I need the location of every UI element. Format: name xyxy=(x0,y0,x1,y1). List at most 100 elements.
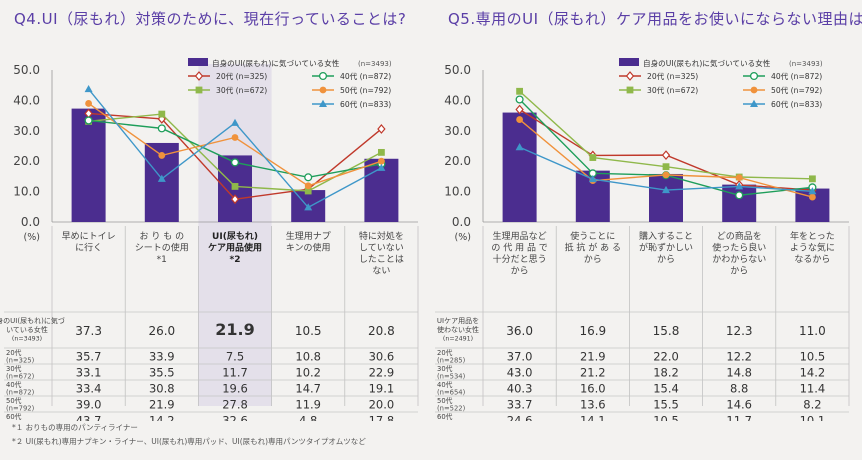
point-s50 xyxy=(662,171,670,179)
point-s40 xyxy=(304,173,313,182)
q4-title: Q4.UI（尿もれ）対策のために、現在行っていることは? xyxy=(14,10,407,28)
q4-chart: 0.0 10.0 20.0 30.0 40.0 50.0 (%) 自身のUI(尿もれ)に気づい… xyxy=(0,58,419,422)
category-label: ような気に xyxy=(790,242,835,254)
q5-title: Q5.専用のUI（尿もれ）ケア用品をお使いにならない理由は? xyxy=(448,10,862,28)
point-s40 xyxy=(230,158,240,167)
row-label-age: 40代 xyxy=(437,380,453,389)
row-label-age: 30代 xyxy=(437,364,453,373)
table-value: 20.0 xyxy=(369,398,395,412)
legend-marker-s40 xyxy=(749,71,759,81)
table-value: 43.7 xyxy=(76,414,102,422)
row-label-bar: いている女性 xyxy=(6,325,48,334)
legend-label-s40: 40代 (n=872) xyxy=(340,71,391,81)
table-value: 35.7 xyxy=(76,350,102,364)
footnote-1: *１ おりもの専用のパンティライナー xyxy=(12,423,138,432)
category-label: *1 xyxy=(157,255,167,265)
point-s60 xyxy=(735,182,744,190)
category-label: なるから xyxy=(794,254,830,265)
category-label: が恥ずかしい xyxy=(639,242,693,254)
y-tick-label: 40.0 xyxy=(13,93,40,107)
category-label: 購入すること xyxy=(639,230,693,242)
category-label: に行く xyxy=(75,242,102,254)
legend-marker-s60 xyxy=(750,99,758,107)
q5-chart: 0.0 10.0 20.0 30.0 40.0 50.0 (%) 自身のUI(尿もれ)に気づい… xyxy=(435,58,850,422)
category-label: UI(尿もれ) xyxy=(212,231,258,242)
legend-bar-label: 自身のUI(尿もれ)に気づいている女性 xyxy=(643,58,771,68)
legend-label-s50: 50代 (n=792) xyxy=(771,85,822,95)
legend-bar-n: (n=3493) xyxy=(358,60,392,68)
y-tick-label: 50.0 xyxy=(444,63,471,77)
y-tick-label: 10.0 xyxy=(444,185,471,199)
row-label-n: (n=534) xyxy=(437,373,466,381)
row-label-n: (n=522) xyxy=(437,405,466,413)
legend-bar-label: 自身のUI(尿もれ)に気づいている女性 xyxy=(212,58,340,68)
table-value: 8.8 xyxy=(730,382,748,396)
legend-marker-s50 xyxy=(319,86,327,94)
table-value: 14.6 xyxy=(726,398,752,412)
point-s50 xyxy=(735,174,743,182)
legend-bar-swatch xyxy=(619,58,639,66)
legend-label-s40: 40代 (n=872) xyxy=(771,71,822,81)
table-value: 10.5 xyxy=(295,324,322,338)
y-tick-label: 0.0 xyxy=(452,215,471,229)
row-label-n: (n=654) xyxy=(437,389,466,397)
point-s20 xyxy=(230,194,240,205)
row-label-age: 20代 xyxy=(6,348,22,357)
table-value: 33.4 xyxy=(76,382,102,396)
legend-marker-s40 xyxy=(318,71,328,81)
category-label: 十分だと思う xyxy=(493,253,547,265)
table-value: 10.2 xyxy=(295,366,321,380)
point-s50 xyxy=(516,116,523,123)
table-value: 37.3 xyxy=(75,324,102,338)
row-label-n: (n=285) xyxy=(437,357,466,365)
category-label: 早めにトイレ xyxy=(62,231,116,242)
legend-marker-s30 xyxy=(195,86,203,94)
table-value: 22.9 xyxy=(369,366,395,380)
row-label-n: (n=872) xyxy=(6,389,35,397)
category-label: 使ったら良い xyxy=(712,242,766,254)
category-label: 抵 抗 が あ る xyxy=(565,242,621,254)
table-value: 24.6 xyxy=(507,414,533,422)
point-s30 xyxy=(304,187,312,195)
table-value: 21.9 xyxy=(580,350,606,364)
category-label: *2 xyxy=(230,255,241,265)
table-value: 21.9 xyxy=(149,398,175,412)
point-s30 xyxy=(662,163,670,171)
table-value: 27.8 xyxy=(222,398,248,412)
table-value: 43.0 xyxy=(507,366,533,380)
table-value: 30.6 xyxy=(369,350,395,364)
table-value: 30.8 xyxy=(149,382,175,396)
category-label: シートの使用 xyxy=(135,242,189,254)
row-label-age: 40代 xyxy=(6,380,22,389)
point-s40 xyxy=(515,95,524,104)
legend-label-s30: 30代 (n=672) xyxy=(216,85,267,95)
table-value: 16.9 xyxy=(579,324,606,338)
table-value: 11.0 xyxy=(799,324,826,338)
row-label-bar: UIケア用品を xyxy=(437,317,479,325)
table-value: 21.9 xyxy=(215,320,254,339)
legend-label-s60: 60代 (n=833) xyxy=(340,99,391,109)
table-value: 11.9 xyxy=(295,398,321,412)
point-s40 xyxy=(735,191,744,200)
legend-label-s20: 20代 (n=325) xyxy=(216,71,267,81)
table-value: 12.2 xyxy=(726,350,752,364)
y-tick-label: 50.0 xyxy=(13,63,40,77)
y-tick-label: 20.0 xyxy=(13,154,40,168)
point-s60 xyxy=(377,163,386,171)
point-s30 xyxy=(158,110,166,118)
row-label-n: (n=496) xyxy=(437,421,466,422)
point-s30 xyxy=(378,148,385,156)
table-value: 22.0 xyxy=(653,350,679,364)
category-label: 生理用ナプ xyxy=(286,230,331,242)
y-tick-label: 30.0 xyxy=(13,124,40,138)
bar xyxy=(71,108,106,222)
table-value: 8.2 xyxy=(803,398,821,412)
category-label: から xyxy=(584,254,602,265)
category-label: キンの使用 xyxy=(286,242,331,254)
legend-label-s60: 60代 (n=833) xyxy=(771,99,822,109)
category-label: 特に対処を xyxy=(359,230,404,242)
table-value: 16.0 xyxy=(580,382,606,396)
category-label: お り も の xyxy=(140,231,185,242)
table-value: 10.1 xyxy=(800,414,826,422)
legend-marker-s30 xyxy=(626,86,634,94)
